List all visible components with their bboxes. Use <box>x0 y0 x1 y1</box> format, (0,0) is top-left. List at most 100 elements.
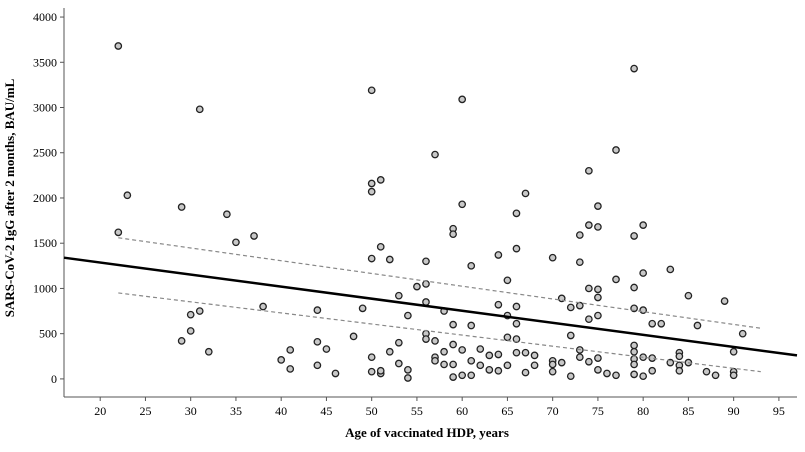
data-point <box>449 340 457 349</box>
data-point <box>440 360 448 369</box>
data-point <box>476 345 485 353</box>
data-point <box>711 371 720 380</box>
data-points <box>114 42 747 382</box>
data-point <box>494 350 503 359</box>
data-point <box>422 298 430 306</box>
data-point <box>250 232 258 240</box>
data-point <box>485 351 494 360</box>
data-point <box>195 307 204 315</box>
x-tick-label: 30 <box>185 404 197 418</box>
x-axis-title: Age of vaccinated HDP, years <box>345 425 509 440</box>
data-point <box>349 332 358 341</box>
data-point <box>385 347 394 356</box>
data-point <box>594 311 602 320</box>
y-tick-label: 1000 <box>33 281 57 295</box>
x-tick-label: 80 <box>637 404 649 418</box>
data-point <box>630 283 638 292</box>
data-point <box>467 356 476 365</box>
y-tick-label: 1500 <box>33 236 57 250</box>
data-point <box>367 353 376 362</box>
data-point <box>494 251 503 259</box>
y-tick-label: 500 <box>39 327 57 341</box>
data-point <box>376 242 385 251</box>
data-point <box>367 254 376 263</box>
x-tick-label: 40 <box>275 404 287 418</box>
x-axis-ticks: 20 25 30 35 40 45 50 55 60 65 70 75 80 85 90 95 <box>94 397 785 418</box>
data-point <box>575 231 584 239</box>
data-point <box>566 331 575 340</box>
data-point <box>548 253 557 262</box>
data-point <box>413 282 421 291</box>
data-point <box>449 360 457 369</box>
data-point <box>666 265 675 274</box>
data-point <box>177 203 186 211</box>
data-point <box>467 321 476 330</box>
data-point <box>612 371 620 380</box>
regression-line <box>63 256 798 357</box>
data-point <box>639 372 648 381</box>
y-tick-label: 2000 <box>33 191 57 205</box>
y-axis-ticks: 0 500 1000 1500 2000 2500 3000 3500 4000 <box>33 10 64 386</box>
data-point <box>431 356 439 365</box>
data-point <box>648 366 657 375</box>
data-point <box>594 354 602 362</box>
x-tick-label: 35 <box>230 404 242 418</box>
data-point <box>485 366 494 374</box>
data-point <box>367 367 376 376</box>
data-point <box>503 333 512 342</box>
x-tick-label: 95 <box>773 404 785 418</box>
x-tick-label: 20 <box>94 404 106 418</box>
data-point <box>114 42 123 50</box>
data-point <box>394 291 403 300</box>
data-point <box>585 284 593 293</box>
data-point <box>313 337 322 346</box>
data-point <box>585 221 593 229</box>
data-point <box>684 291 693 300</box>
data-point <box>648 319 657 328</box>
data-point <box>729 347 738 356</box>
data-point <box>277 356 286 364</box>
data-point <box>367 179 376 188</box>
data-point <box>738 329 747 338</box>
data-point <box>313 361 322 370</box>
data-point <box>223 210 231 219</box>
data-point <box>458 95 467 104</box>
data-point <box>494 300 503 309</box>
data-point <box>675 366 684 375</box>
data-point <box>503 361 512 370</box>
x-tick-label: 85 <box>682 404 694 418</box>
data-point <box>467 261 476 270</box>
y-tick-label: 3500 <box>33 55 57 69</box>
data-point <box>639 221 648 229</box>
data-point <box>358 304 367 313</box>
y-tick-label: 0 <box>51 372 57 386</box>
data-point <box>458 371 467 380</box>
x-tick-label: 25 <box>139 404 151 418</box>
data-point <box>575 301 584 310</box>
data-point <box>186 327 195 335</box>
data-point <box>232 238 240 247</box>
data-point <box>612 275 620 284</box>
data-point <box>204 347 213 356</box>
data-point <box>114 228 123 237</box>
x-tick-label: 50 <box>366 404 378 418</box>
data-point <box>557 358 566 367</box>
data-point <box>177 337 186 345</box>
data-point <box>422 257 430 266</box>
data-point <box>521 348 530 357</box>
data-point <box>630 360 638 369</box>
data-point <box>512 319 521 328</box>
x-tick-label: 55 <box>411 404 423 418</box>
data-point <box>521 189 530 198</box>
y-axis-title: SARS-CoV-2 IgG after 2 months, BAU/mL <box>2 78 17 317</box>
data-point <box>666 358 675 367</box>
data-point <box>594 293 602 302</box>
y-tick-label: 2500 <box>33 146 57 160</box>
data-point <box>639 269 648 277</box>
data-point <box>431 150 439 159</box>
data-point <box>575 258 584 267</box>
data-point <box>186 310 195 319</box>
data-point <box>458 346 467 354</box>
data-point <box>657 319 666 328</box>
data-point <box>675 352 684 361</box>
